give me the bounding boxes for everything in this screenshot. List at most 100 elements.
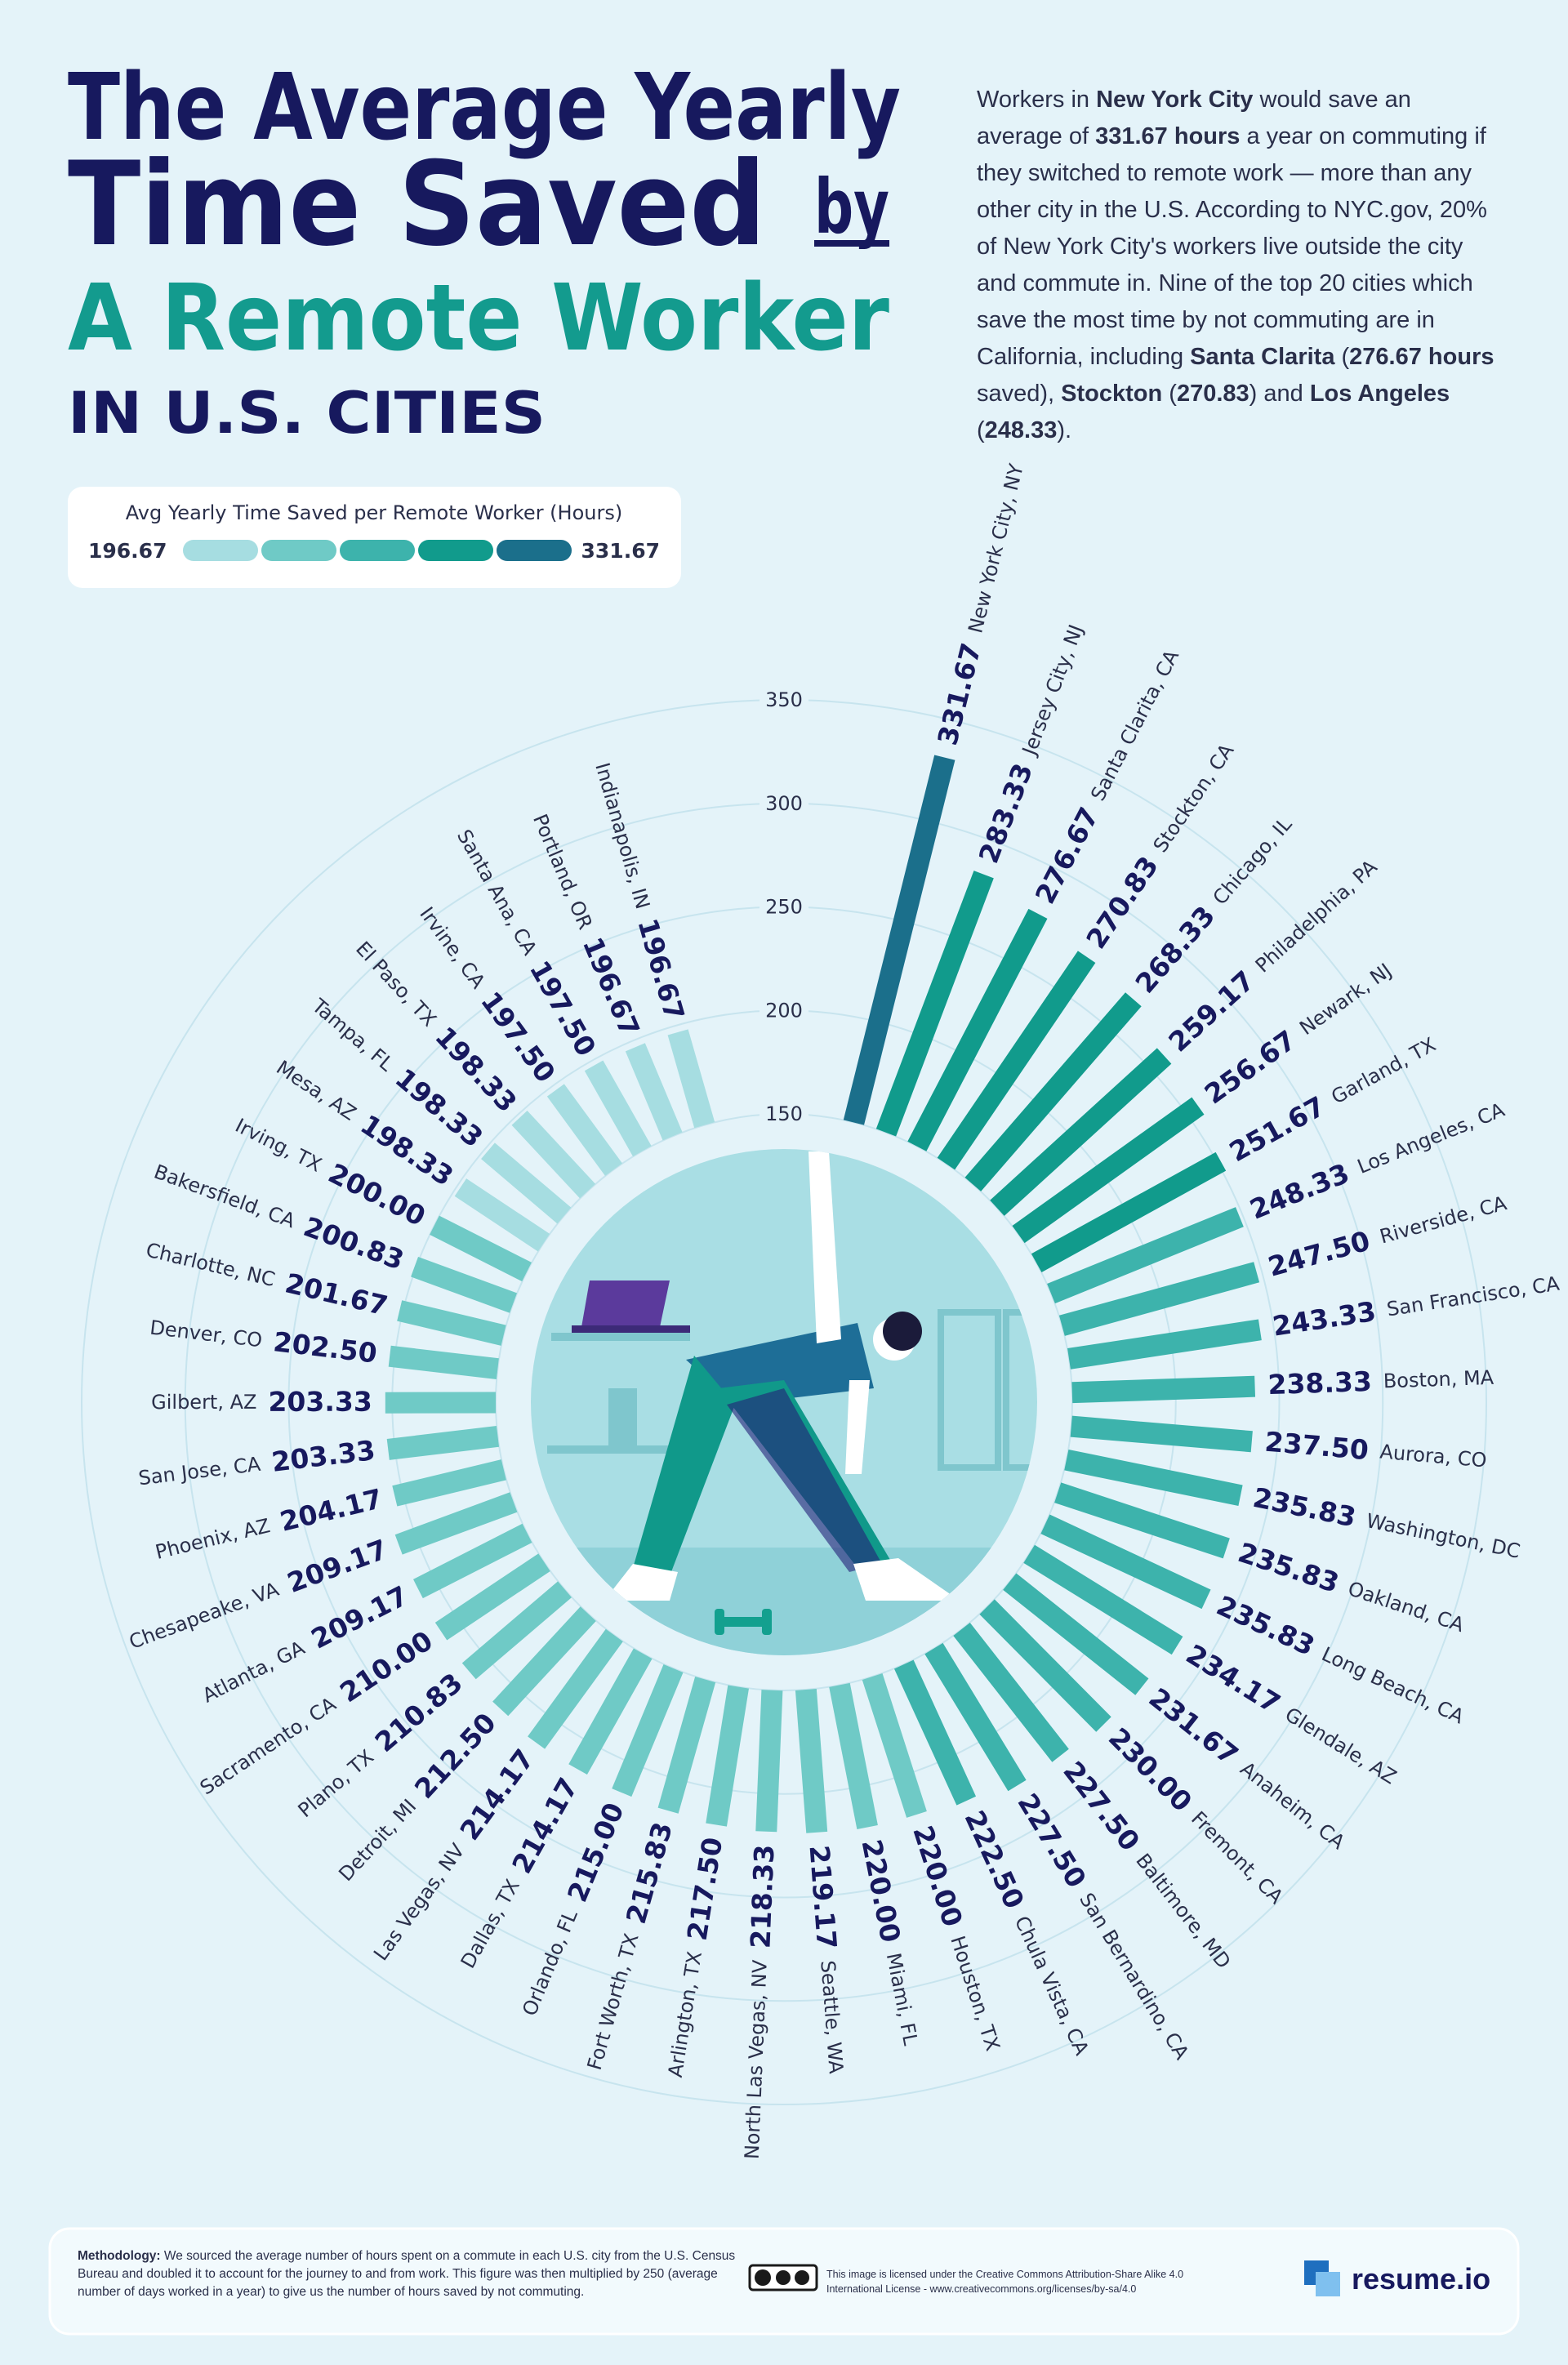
hair (883, 1312, 922, 1351)
city-label: Tampa, FL (307, 994, 399, 1076)
y-tick-label: 350 (765, 688, 803, 711)
city-label: Arlington, TX (664, 1950, 706, 2079)
value-label: 256.67 (1198, 1023, 1301, 1110)
description-text: saved), (977, 381, 1062, 407)
bar (657, 1677, 716, 1814)
title: The Average Yearly Time Saved by A Remot… (68, 55, 901, 447)
value-label: 247.50 (1264, 1224, 1373, 1282)
city-label: Fremont, CA (1187, 1807, 1288, 1909)
value-label: 196.67 (632, 915, 692, 1023)
description-text: ( (977, 417, 985, 443)
city-label: Charlotte, NC (144, 1239, 278, 1292)
leg (633, 1356, 735, 1576)
bar (875, 871, 994, 1137)
bar (990, 1048, 1172, 1216)
city-label: Chula Vista, CA (1010, 1913, 1094, 2059)
description-text: Los Angeles (1309, 381, 1450, 407)
arm (845, 1380, 870, 1474)
bar-label: Denver, CO 202.50 (149, 1311, 379, 1369)
bar (1054, 1482, 1230, 1559)
bar (394, 1492, 518, 1555)
bar (413, 1523, 532, 1599)
value-label: 268.33 (1129, 899, 1221, 999)
value-label: 238.33 (1267, 1365, 1373, 1400)
value-label: 209.17 (283, 1533, 391, 1599)
bar (454, 1178, 550, 1252)
value-label: 217.50 (680, 1835, 728, 1943)
bar (568, 1648, 653, 1775)
bar-label: 231.67Anaheim, CA (1143, 1681, 1353, 1857)
bar (612, 1664, 684, 1797)
value-label: 270.83 (1080, 850, 1165, 954)
cc-icon (795, 2270, 809, 2285)
legend-box (68, 487, 681, 588)
bar (1067, 1319, 1262, 1370)
value-label: 201.67 (283, 1267, 391, 1321)
value-label: 235.83 (1250, 1481, 1359, 1533)
value-label: 243.33 (1270, 1294, 1378, 1342)
bar (511, 1111, 596, 1199)
description-text: a year on commuting if they switched to … (977, 123, 1487, 370)
title-line: Time Saved (68, 137, 766, 272)
value-label: 215.00 (560, 1798, 630, 1907)
description-text: Stockton (1061, 381, 1163, 407)
city-label: Miami, FL (882, 1951, 923, 2047)
city-label: Indianapolis, IN (590, 760, 654, 911)
cc-icon (755, 2269, 771, 2286)
city-label: Long Beach, CA (1318, 1642, 1468, 1728)
value-label: 200.83 (300, 1210, 408, 1276)
bar (397, 1300, 506, 1346)
bar (862, 1673, 927, 1818)
city-label: New York City, NY (964, 461, 1028, 635)
bar-label: 220.00Miami, FL (856, 1837, 928, 2048)
description-text: 248.33 (984, 417, 1058, 443)
description-text: ) and (1249, 381, 1310, 407)
city-label: Mesa, AZ (272, 1056, 360, 1125)
title-line: The Average Yearly (68, 55, 901, 161)
city-label: San Jose, CA (137, 1453, 262, 1490)
description-text: 276.67 hours (1349, 344, 1494, 370)
city-label: Santa Ana, CA (452, 826, 541, 960)
description-text: ( (1162, 381, 1177, 407)
city-label: Baltimore, MD (1131, 1849, 1235, 1973)
legend-swatch (340, 540, 415, 561)
license: This image is licensed under the Creativ… (826, 2269, 1184, 2295)
city-label: Plano, TX (294, 1745, 378, 1822)
bar (907, 908, 1048, 1151)
leg-shade (727, 1388, 882, 1572)
value-label: 248.33 (1245, 1156, 1354, 1225)
laptop-base (572, 1325, 690, 1333)
methodology-label: Methodology: (78, 2249, 161, 2263)
y-tick-label: 300 (765, 792, 803, 815)
city-label: Atlanta, GA (198, 1636, 309, 1707)
city-label: Irvine, CA (415, 902, 490, 993)
bar (1064, 1449, 1243, 1506)
value-label: 283.33 (972, 759, 1039, 867)
bar (492, 1606, 596, 1717)
title-line: by (814, 163, 889, 251)
city-label: Aurora, CO (1379, 1441, 1487, 1472)
city-label: Houston, TX (946, 1933, 1004, 2054)
bar (1003, 1573, 1149, 1695)
arm (808, 1151, 841, 1343)
bar-label: 234.17Glendale, AZ (1181, 1637, 1403, 1792)
value-label: 203.33 (268, 1385, 372, 1417)
legend-max: 331.67 (581, 539, 660, 563)
bar (795, 1688, 828, 1833)
y-tick-label: 200 (765, 999, 803, 1022)
city-label: Stockton, CA (1149, 739, 1239, 857)
city-label: Seattle, WA (816, 1960, 848, 2075)
city-label: Garland, TX (1327, 1033, 1439, 1109)
city-label: Newark, NJ (1295, 959, 1396, 1040)
bar (953, 1623, 1069, 1762)
description-text: 331.67 hours (1095, 123, 1241, 149)
shelf (547, 1445, 670, 1454)
bar (386, 1425, 500, 1460)
value-label: 251.67 (1224, 1089, 1330, 1168)
city-label: Riverside, CA (1377, 1191, 1509, 1249)
city-label: Chicago, IL (1209, 813, 1297, 910)
window (938, 1309, 1001, 1471)
value-label: 218.33 (744, 1844, 780, 1949)
value-label: 276.67 (1028, 802, 1104, 909)
